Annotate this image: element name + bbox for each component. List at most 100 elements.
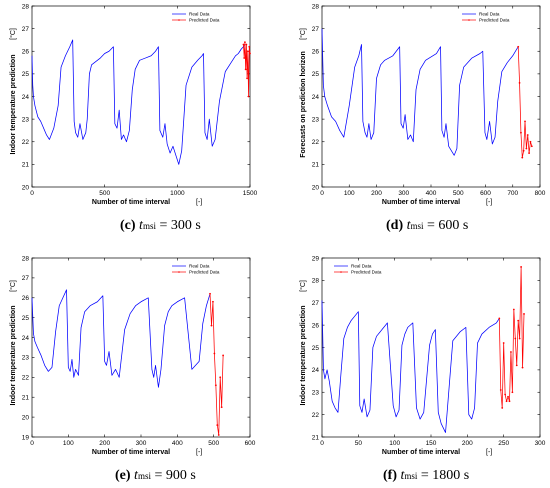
- x-axis-unit: [-]: [196, 449, 202, 456]
- predicted-data-point: [212, 300, 214, 303]
- y-axis-label: Forecasts on prediction horizon: [300, 51, 307, 158]
- y-tick-label: 28: [22, 3, 30, 10]
- predicted-data-point: [528, 152, 530, 154]
- caption-value: = 1800 s: [420, 468, 470, 483]
- predicted-data-point: [504, 393, 507, 396]
- predicted-data-point: [245, 43, 248, 46]
- predicted-data-point: [525, 147, 528, 150]
- caption-panel-label: (f): [383, 468, 397, 483]
- x-tick-label: 300: [535, 440, 546, 447]
- predicted-data-point: [522, 149, 525, 152]
- caption-variable: t: [139, 218, 143, 233]
- predicted-data-point: [216, 424, 219, 426]
- y-axis-unit: [°C]: [9, 28, 17, 40]
- y-tick-label: 22: [312, 139, 320, 146]
- panel-f: 0 50 100 150 200 250 300 21 22 23 24 25 26 27 28 29 Numb…: [299, 255, 546, 456]
- x-tick-label: 400: [426, 190, 437, 197]
- predicted-data-point: [242, 43, 245, 46]
- series-line-real-data: [31, 39, 245, 165]
- predicted-data-point: [514, 337, 517, 340]
- panel-c: 0 500 1000 1500 20 21 22 23 24 25 26 27 28 Number of …: [9, 3, 258, 206]
- y-tick-label: 25: [312, 345, 320, 352]
- y-tick-label: 25: [22, 315, 30, 322]
- predicted-data-point: [512, 308, 515, 311]
- panel-e: 0 100 200 300 400 500 600 19 20 21 22 23 24 25 26 27 28 N…: [9, 255, 256, 456]
- caption-subscript: msi: [404, 471, 418, 481]
- x-tick-label: 250: [498, 440, 509, 447]
- y-tick-label: 27: [312, 300, 320, 307]
- predicted-data-point: [214, 384, 217, 387]
- x-tick-label: 0: [30, 190, 34, 197]
- y-tick-label: 25: [312, 71, 320, 78]
- y-tick-label: 23: [22, 355, 30, 362]
- caption-value: = 600 s: [427, 218, 469, 233]
- y-tick-label: 24: [22, 335, 30, 342]
- x-tick-label: 200: [462, 440, 473, 447]
- y-tick-label: 24: [312, 367, 320, 374]
- predicted-data-point: [520, 266, 523, 268]
- legend-entry: Real Data: [479, 12, 500, 17]
- predicted-data-point: [521, 366, 524, 369]
- predicted-data-point: [210, 324, 213, 327]
- y-tick-label: 29: [312, 255, 320, 262]
- legend-entry: Real Data: [189, 12, 210, 17]
- predicted-data-point: [219, 376, 222, 379]
- predicted-data-point: [517, 319, 520, 322]
- y-tick-label: 26: [312, 49, 320, 56]
- y-axis-label: Indoor temperature prediction: [10, 55, 17, 155]
- y-tick-label: 28: [22, 255, 30, 262]
- x-tick-label: 200: [371, 190, 382, 197]
- y-tick-label: 26: [312, 322, 320, 329]
- y-tick-label: 27: [312, 26, 320, 33]
- plot-frame-f: [321, 257, 541, 438]
- caption-panel-label: (d): [386, 218, 404, 233]
- predicted-data-point: [518, 82, 521, 84]
- y-tick-label: 20: [22, 414, 30, 421]
- predicted-data-point: [243, 57, 246, 59]
- x-axis-label: Number of time interval: [382, 449, 460, 456]
- legend-entry: Predicted Data: [189, 270, 220, 275]
- y-tick-label: 21: [22, 395, 30, 402]
- legend-entry: Predicted Data: [479, 18, 510, 23]
- caption-c: (c) tmsi = 300 s: [120, 218, 201, 234]
- y-tick-label: 26: [22, 49, 30, 56]
- predicted-data-point: [521, 156, 524, 159]
- predicted-data-point: [524, 120, 526, 123]
- predicted-data-point: [507, 395, 509, 398]
- caption-subscript: msi: [137, 471, 151, 481]
- y-tick-label: 27: [22, 275, 30, 282]
- y-tick-label: 27: [22, 26, 30, 33]
- predicted-data-point: [523, 313, 525, 315]
- predicted-data-point: [244, 68, 247, 71]
- plot-frame-c: [31, 5, 251, 188]
- predicted-data-point: [499, 389, 502, 391]
- predicted-data-point: [501, 407, 504, 409]
- caption-value: = 300 s: [159, 218, 201, 233]
- y-tick-label: 26: [22, 295, 30, 302]
- series-line-real-data: [321, 300, 500, 433]
- series-line-predicted-data: [517, 46, 533, 158]
- predicted-data-point: [209, 292, 211, 295]
- x-tick-label: 100: [63, 440, 74, 447]
- y-axis-unit: [°C]: [9, 280, 17, 292]
- x-tick-label: 100: [344, 190, 355, 197]
- predicted-data-point: [518, 337, 521, 340]
- x-tick-label: 0: [320, 440, 324, 447]
- legend-marker: [468, 19, 470, 21]
- x-tick-label: 600: [245, 440, 256, 447]
- y-tick-label: 20: [312, 184, 320, 191]
- predicted-data-point: [247, 95, 250, 98]
- y-axis-label: Indoor temperature prediction: [300, 306, 307, 406]
- caption-value: = 900 s: [154, 468, 196, 483]
- predicted-data-point: [511, 391, 514, 394]
- predicted-data-point: [510, 351, 512, 353]
- plot-frame-d: [321, 5, 541, 188]
- caption-subscript: msi: [410, 221, 424, 231]
- x-tick-label: 500: [208, 440, 219, 447]
- predicted-data-point: [244, 41, 246, 44]
- predicted-data-point: [520, 131, 522, 134]
